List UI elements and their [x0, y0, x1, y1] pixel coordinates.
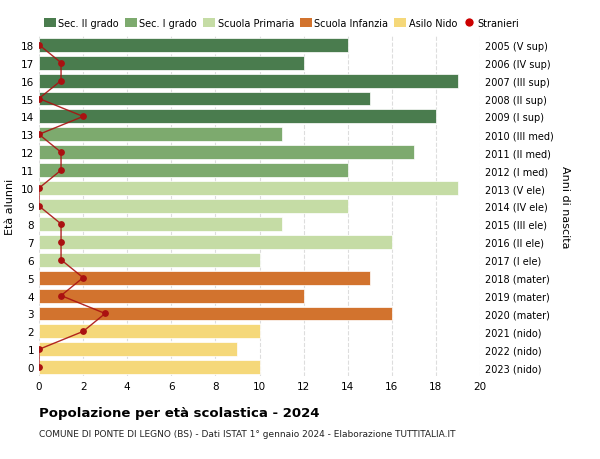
Point	[56, 167, 66, 174]
Point	[56, 221, 66, 228]
Point	[56, 149, 66, 157]
Bar	[39, 342, 238, 357]
Point	[34, 185, 44, 192]
Point	[56, 78, 66, 85]
Point	[34, 42, 44, 49]
Bar	[39, 218, 281, 231]
Bar	[39, 271, 370, 285]
Bar	[39, 200, 348, 213]
Bar	[39, 110, 436, 124]
Bar	[39, 307, 392, 321]
Bar	[39, 74, 458, 89]
Point	[56, 292, 66, 300]
Point	[78, 113, 88, 121]
Point	[100, 310, 110, 318]
Point	[56, 239, 66, 246]
Bar	[39, 289, 304, 303]
Bar	[39, 146, 414, 160]
Point	[34, 203, 44, 210]
Point	[34, 95, 44, 103]
Point	[56, 257, 66, 264]
Bar	[39, 360, 260, 375]
Bar	[39, 182, 458, 196]
Bar	[39, 253, 260, 267]
Bar	[39, 39, 348, 53]
Bar	[39, 164, 348, 178]
Point	[78, 274, 88, 282]
Bar	[39, 325, 260, 339]
Bar	[39, 235, 392, 249]
Point	[34, 131, 44, 139]
Y-axis label: Età alunni: Età alunni	[5, 179, 16, 235]
Point	[78, 328, 88, 336]
Bar	[39, 92, 370, 106]
Bar	[39, 56, 304, 71]
Bar	[39, 128, 281, 142]
Point	[56, 60, 66, 67]
Y-axis label: Anni di nascita: Anni di nascita	[560, 165, 570, 248]
Text: Popolazione per età scolastica - 2024: Popolazione per età scolastica - 2024	[39, 406, 320, 419]
Point	[34, 364, 44, 371]
Text: COMUNE DI PONTE DI LEGNO (BS) - Dati ISTAT 1° gennaio 2024 - Elaborazione TUTTIT: COMUNE DI PONTE DI LEGNO (BS) - Dati IST…	[39, 429, 455, 438]
Point	[34, 346, 44, 353]
Legend: Sec. II grado, Sec. I grado, Scuola Primaria, Scuola Infanzia, Asilo Nido, Stran: Sec. II grado, Sec. I grado, Scuola Prim…	[44, 18, 520, 28]
